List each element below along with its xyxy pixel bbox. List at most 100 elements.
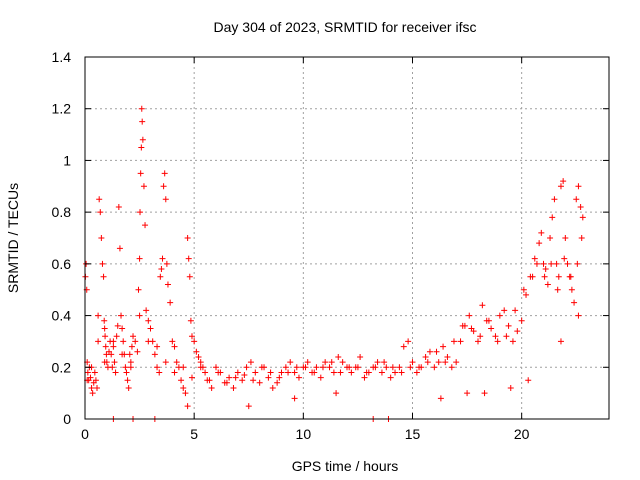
data-point bbox=[100, 273, 107, 280]
data-point bbox=[293, 364, 300, 371]
data-point bbox=[494, 338, 501, 345]
data-point bbox=[561, 255, 568, 262]
data-point bbox=[450, 338, 457, 345]
data-point bbox=[396, 364, 403, 371]
x-tick-label: 20 bbox=[514, 426, 530, 442]
data-point bbox=[138, 105, 145, 112]
data-point bbox=[431, 364, 438, 371]
data-point bbox=[127, 364, 134, 371]
data-point bbox=[113, 333, 120, 340]
data-point bbox=[531, 255, 538, 262]
data-point bbox=[512, 307, 519, 314]
data-point bbox=[573, 196, 580, 203]
data-point bbox=[191, 338, 198, 345]
data-point bbox=[112, 369, 119, 376]
data-point bbox=[437, 395, 444, 402]
data-point bbox=[147, 325, 154, 332]
y-axis-label: SRMTID / TECUs bbox=[5, 183, 21, 293]
data-point bbox=[392, 369, 399, 376]
data-point bbox=[416, 364, 423, 371]
data-point bbox=[374, 359, 381, 366]
data-point bbox=[208, 384, 215, 391]
data-point bbox=[389, 364, 396, 371]
data-point bbox=[97, 209, 104, 216]
data-point bbox=[162, 359, 169, 366]
data-point bbox=[335, 353, 342, 360]
data-point bbox=[444, 353, 451, 360]
data-point bbox=[119, 325, 126, 332]
data-point bbox=[291, 369, 298, 376]
data-point bbox=[337, 369, 344, 376]
data-point bbox=[151, 351, 158, 358]
data-point bbox=[184, 235, 191, 241]
data-point bbox=[560, 178, 567, 185]
data-point bbox=[407, 364, 414, 371]
data-point bbox=[422, 353, 429, 360]
data-point bbox=[116, 245, 123, 252]
data-point bbox=[503, 333, 510, 340]
data-point bbox=[457, 338, 464, 345]
data-point bbox=[405, 338, 412, 345]
data-point bbox=[215, 369, 222, 376]
data-point bbox=[258, 364, 265, 371]
data-point bbox=[256, 379, 263, 386]
data-point bbox=[400, 343, 407, 350]
data-point bbox=[119, 351, 126, 358]
data-point bbox=[479, 302, 486, 309]
data-point bbox=[328, 359, 335, 366]
data-point bbox=[167, 299, 174, 306]
data-point bbox=[295, 374, 302, 381]
data-point bbox=[538, 229, 545, 236]
data-point bbox=[548, 260, 555, 267]
data-point bbox=[159, 255, 166, 262]
data-point bbox=[525, 377, 532, 384]
data-point bbox=[188, 374, 195, 381]
y-tick-label: 0.2 bbox=[52, 359, 72, 375]
axis-ticks bbox=[84, 56, 609, 420]
data-point bbox=[554, 286, 561, 293]
data-point bbox=[180, 384, 187, 391]
data-point bbox=[164, 281, 171, 288]
data-point bbox=[485, 317, 492, 324]
data-point bbox=[96, 196, 103, 203]
data-point bbox=[145, 317, 152, 324]
data-point bbox=[197, 364, 204, 371]
data-point bbox=[363, 369, 370, 376]
data-point bbox=[128, 343, 135, 350]
data-point bbox=[346, 364, 353, 371]
data-point bbox=[245, 403, 252, 410]
y-tick-label: 1 bbox=[63, 152, 71, 168]
data-point bbox=[322, 359, 329, 366]
data-point bbox=[448, 364, 455, 371]
data-point bbox=[163, 260, 170, 267]
data-point bbox=[243, 364, 250, 371]
data-point bbox=[518, 317, 525, 324]
data-point bbox=[547, 235, 554, 241]
data-point bbox=[139, 118, 146, 125]
plot-frame bbox=[84, 56, 610, 420]
data-point bbox=[156, 369, 163, 376]
data-point bbox=[132, 338, 139, 345]
data-points bbox=[82, 105, 586, 422]
data-point bbox=[357, 353, 364, 360]
data-point bbox=[101, 325, 108, 332]
data-point bbox=[187, 317, 194, 324]
data-point bbox=[171, 369, 178, 376]
data-point bbox=[136, 312, 143, 319]
data-point bbox=[95, 312, 102, 319]
data-point bbox=[137, 170, 144, 177]
data-point bbox=[496, 312, 503, 319]
data-point bbox=[230, 384, 237, 391]
y-tick-label: 1.2 bbox=[52, 101, 72, 117]
data-point bbox=[383, 364, 390, 371]
data-point bbox=[440, 343, 447, 350]
data-point bbox=[574, 260, 581, 267]
data-point bbox=[110, 338, 117, 345]
data-point bbox=[269, 384, 276, 391]
data-point bbox=[92, 377, 99, 384]
data-point bbox=[276, 374, 283, 381]
data-point bbox=[87, 374, 94, 381]
data-point bbox=[311, 369, 318, 376]
